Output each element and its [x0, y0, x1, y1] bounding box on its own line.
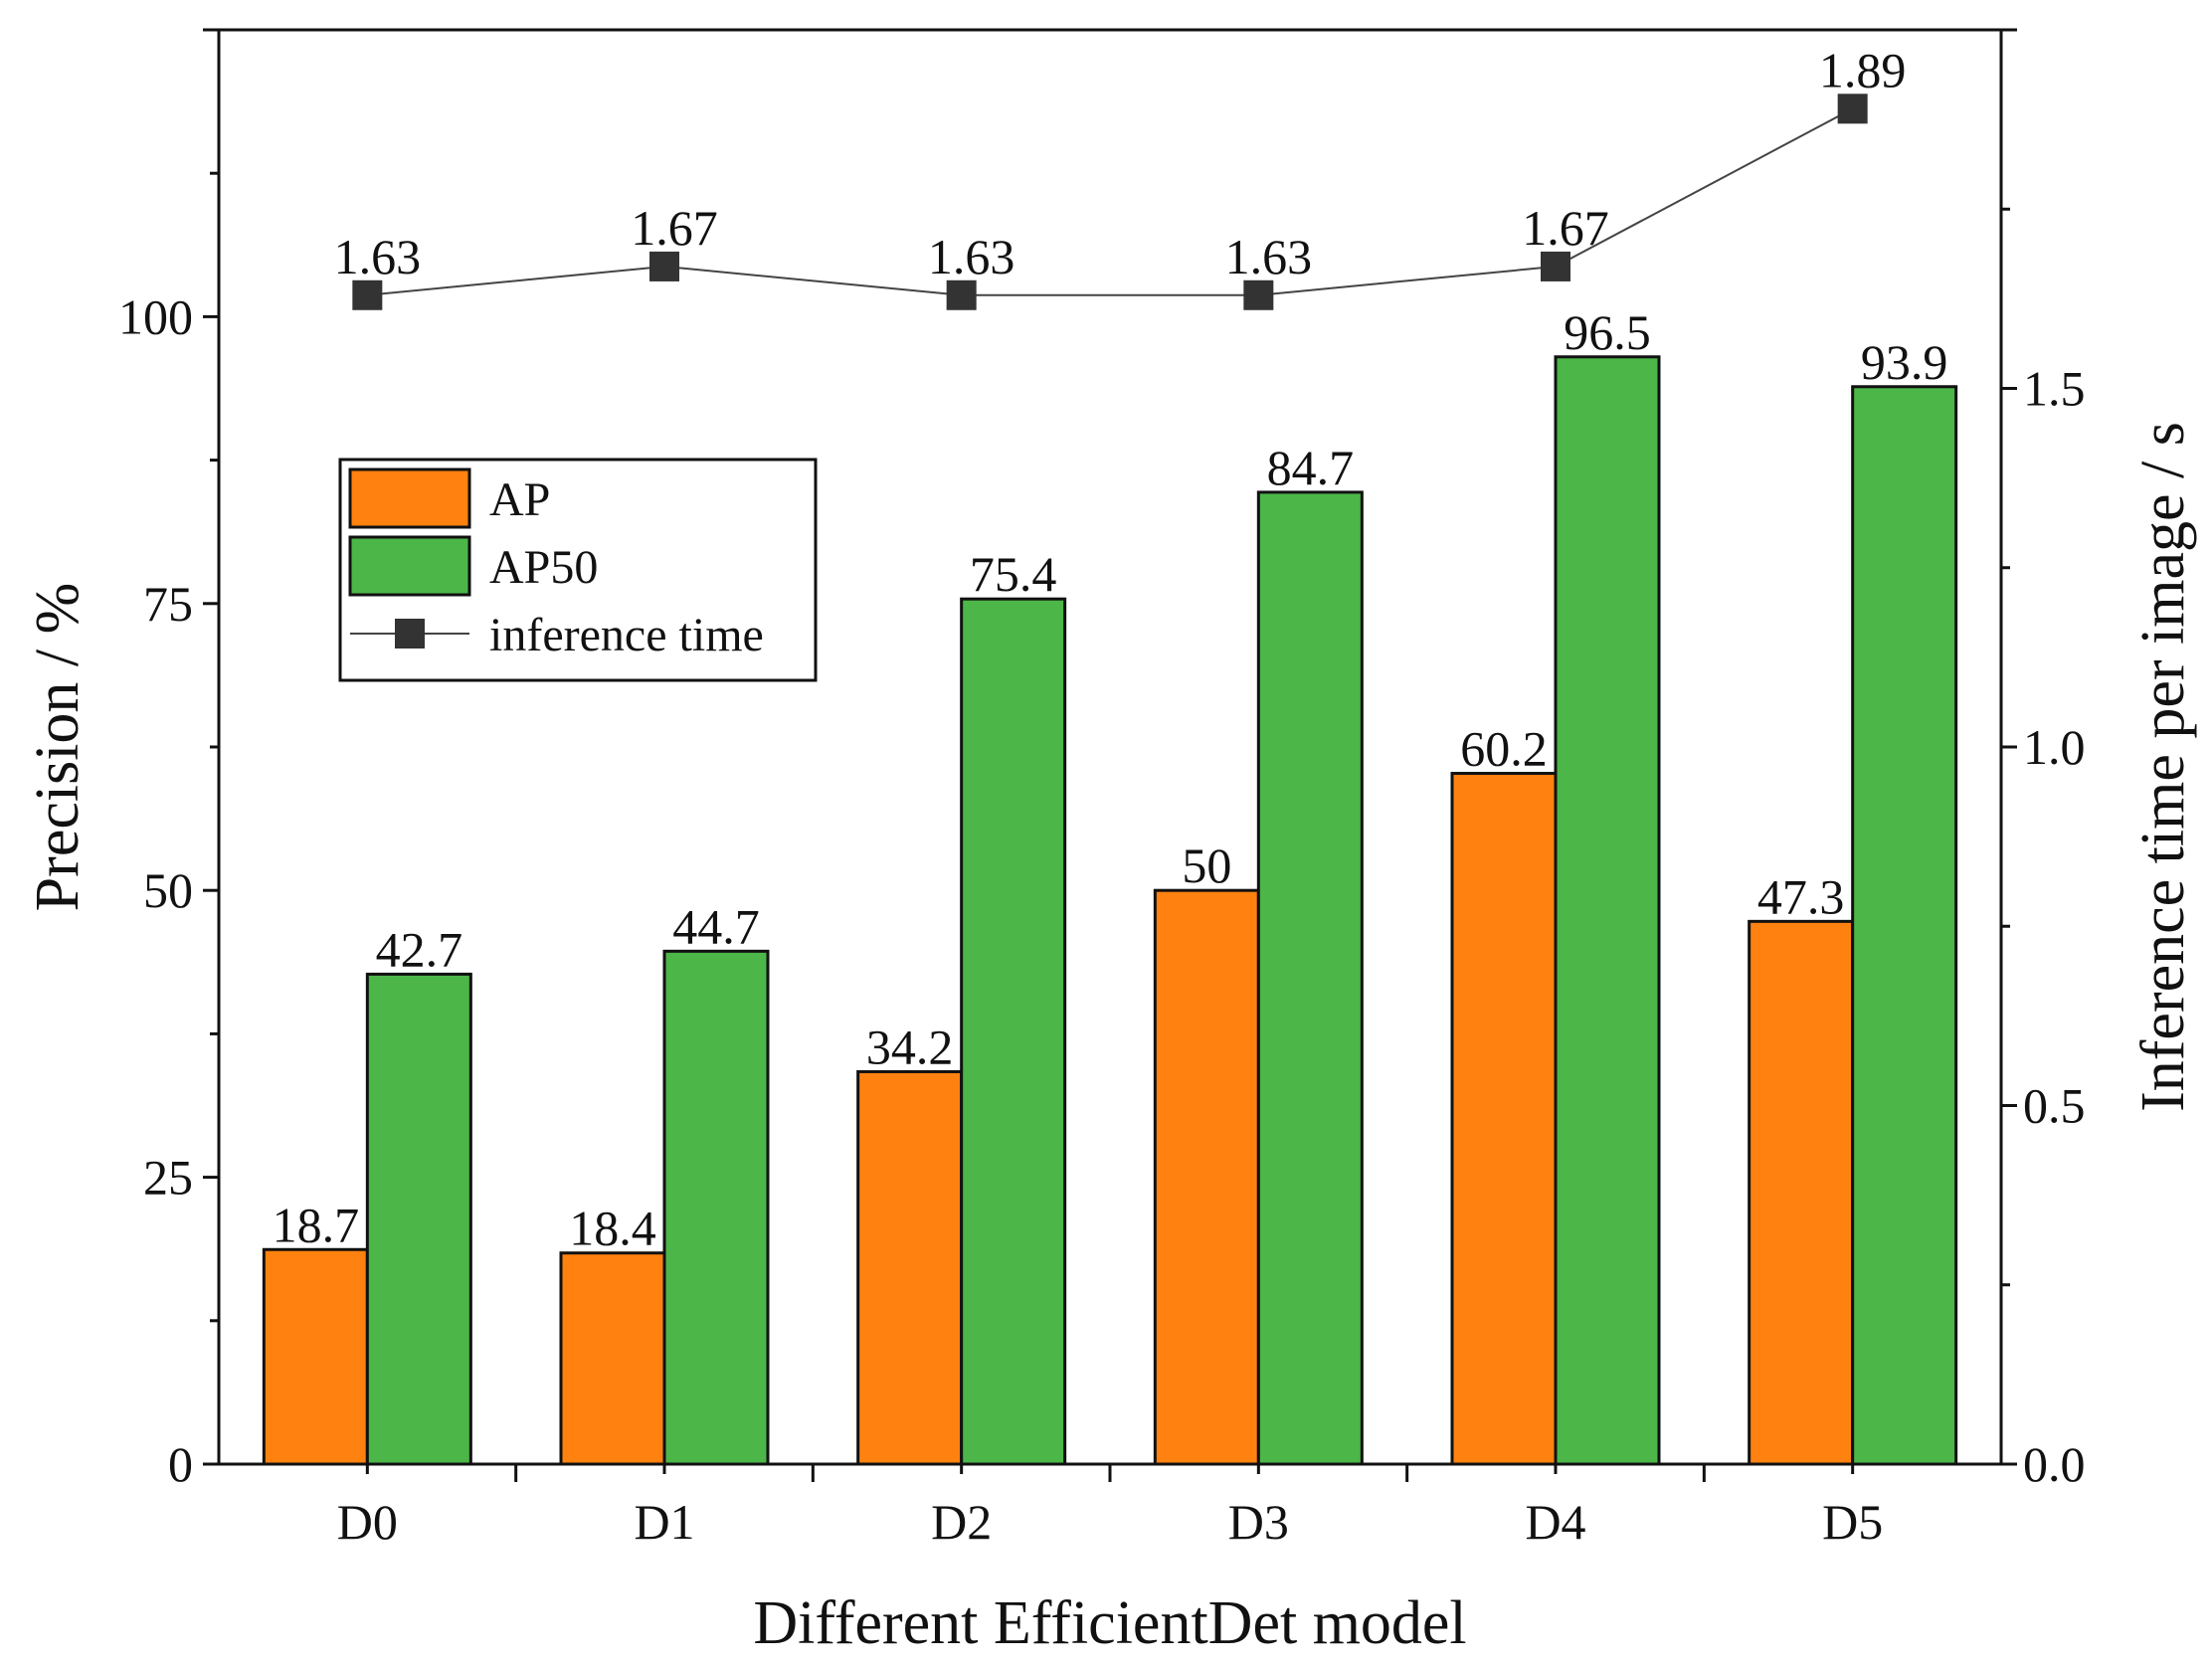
data-label-ap50-d5: 93.9	[1861, 334, 1948, 390]
y-tick-label: 0	[168, 1436, 193, 1492]
bar-ap50-d3	[1256, 490, 1364, 1466]
labels-layer: 18.7 18.4 34.2 50 60.2 47.3 42.7 44.7 75.4 84.7 96…	[273, 42, 1948, 1255]
data-label-inference-time-d5: 1.89	[1819, 42, 1907, 97]
data-label-inference-time-d3: 1.63	[1225, 229, 1313, 284]
legend-swatch-ap50	[348, 535, 471, 597]
y2-tick-label: 0.5	[2023, 1078, 2086, 1134]
x-tick-label-d1: D1	[634, 1494, 694, 1550]
data-label-inference-time-d4: 1.67	[1522, 200, 1609, 256]
x-tick-label-d3: D3	[1228, 1494, 1289, 1550]
y-tick-label: 25	[143, 1150, 193, 1206]
bar-ap50-d5	[1851, 385, 1958, 1466]
marker-inference-time-d0	[352, 279, 383, 310]
y2-tick-label: 0.0	[2023, 1436, 2086, 1492]
data-label-inference-time-d2: 1.63	[928, 229, 1015, 284]
legend-label-ap: AP	[489, 473, 550, 526]
y-tick-label: 100	[118, 288, 193, 344]
legend-swatch-ap	[348, 467, 471, 529]
x-tick-label-d4: D4	[1525, 1494, 1585, 1550]
x-tick-label-d2: D2	[931, 1494, 992, 1550]
marker-inference-time-d3	[1243, 279, 1274, 310]
data-label-ap-d4: 60.2	[1460, 721, 1548, 777]
bar-ap-d4	[1450, 772, 1558, 1466]
axes-layer: 0 25 50 75 100 0.0 0.5 1.0 1.5 D0 D1 D2 D3 D4 D5 Differ…	[24, 28, 2197, 1657]
y-axis-title: Precision / %	[24, 583, 92, 912]
bar-ap-d0	[262, 1247, 369, 1466]
line-inference-time	[367, 107, 1854, 296]
legend-label-ap50: AP50	[489, 541, 598, 594]
marker-inference-time-d1	[649, 251, 679, 281]
data-label-ap-d3: 50	[1182, 837, 1231, 893]
data-label-ap50-d3: 84.7	[1267, 440, 1355, 495]
data-label-ap-d0: 18.7	[273, 1197, 360, 1252]
y-tick-label: 75	[143, 576, 193, 632]
data-label-inference-time-d0: 1.63	[334, 229, 422, 284]
data-label-ap-d1: 18.4	[569, 1201, 656, 1256]
marker-inference-time-d4	[1541, 251, 1570, 281]
data-label-ap50-d1: 44.7	[672, 898, 760, 954]
data-label-ap50-d4: 96.5	[1564, 304, 1651, 360]
bar-ap-d3	[1153, 888, 1260, 1466]
bar-ap50-d0	[365, 972, 472, 1466]
bar-ap-d5	[1748, 919, 1855, 1466]
data-label-ap-d5: 47.3	[1757, 868, 1845, 924]
data-label-ap50-d0: 42.7	[376, 921, 463, 977]
y2-axis-title: Inference time per image / s	[2129, 422, 2197, 1112]
legend-swatch-marker	[395, 619, 425, 649]
data-label-ap-d2: 34.2	[866, 1019, 954, 1074]
y2-tick-label: 1.0	[2023, 719, 2086, 775]
line-layer	[352, 93, 1868, 310]
data-label-inference-time-d1: 1.67	[631, 200, 718, 256]
legend: AP AP50 inference time	[338, 458, 818, 682]
x-tick-label-d5: D5	[1822, 1494, 1883, 1550]
data-label-ap50-d2: 75.4	[970, 546, 1057, 602]
marker-inference-time-d5	[1837, 93, 1868, 124]
bar-ap-d2	[856, 1069, 964, 1466]
bars-layer	[262, 355, 1958, 1466]
bar-ap-d1	[559, 1251, 666, 1466]
y-tick-label: 50	[143, 862, 193, 918]
x-axis-title: Different EfficientDet model	[753, 1589, 1466, 1657]
marker-inference-time-d2	[946, 279, 977, 310]
x-tick-label-d0: D0	[337, 1494, 398, 1550]
legend-label-inference-time: inference time	[489, 609, 764, 661]
y2-tick-label: 1.5	[2023, 361, 2086, 417]
bar-ap50-d4	[1554, 355, 1661, 1466]
bar-ap50-d2	[960, 597, 1067, 1466]
bar-ap50-d1	[662, 949, 770, 1466]
plot-frame	[217, 28, 2003, 1466]
